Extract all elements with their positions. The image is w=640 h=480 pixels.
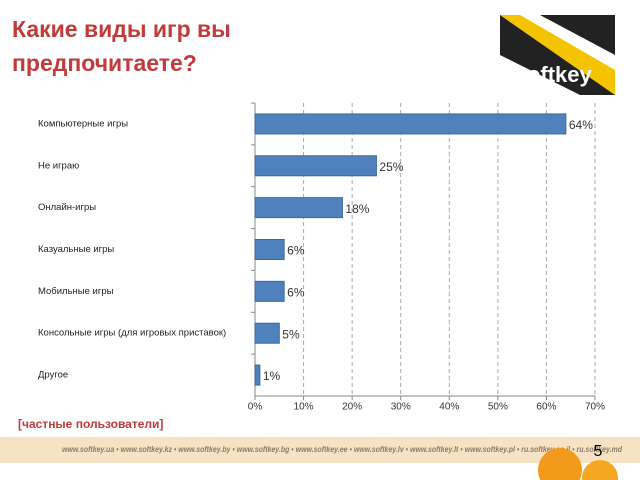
value-label: 18% (345, 202, 369, 216)
bar (254, 155, 377, 177)
y-tick-label: Консольные игры (для игровых приставок) (38, 328, 226, 339)
bar (254, 239, 285, 260)
x-tick-label: 40% (439, 402, 459, 413)
orange-decoration (582, 460, 618, 480)
logo: Softkey (500, 15, 615, 95)
y-tick-label: Казуальные игры (38, 244, 114, 255)
logo-text: Softkey (512, 62, 592, 87)
value-label: 1% (263, 369, 281, 383)
value-label: 6% (287, 244, 305, 258)
footer-links: www.softkey.ua • www.softkey.kz • www.so… (62, 445, 623, 454)
y-tick-label: Не играю (38, 160, 79, 171)
x-tick-label: 20% (342, 402, 362, 413)
title-line: Какие виды игр вы (12, 16, 231, 42)
y-tick-label: Другое (38, 370, 68, 381)
bar (254, 113, 567, 135)
bar (254, 280, 285, 302)
page-number: 5 (594, 443, 603, 460)
x-tick-label: 10% (294, 402, 314, 413)
x-tick-label: 0% (248, 402, 263, 413)
value-label: 6% (287, 286, 305, 300)
bar (254, 197, 343, 219)
note: [частные пользователи] (18, 417, 163, 431)
chart: 0% 10% 20% 30% 40% 50% 60% 70% Компьютерные игры… (38, 102, 605, 413)
x-tick-label: 50% (488, 402, 508, 413)
x-tick-label: 70% (585, 402, 605, 413)
footer-band (0, 437, 640, 463)
bar (254, 322, 280, 344)
title-line: предпочитаете? (12, 50, 197, 76)
value-label: 64% (569, 118, 593, 132)
y-tick-label: Онлайн-игры (38, 202, 96, 213)
orange-decoration (538, 448, 582, 480)
x-tick-label: 60% (536, 402, 556, 413)
y-tick-label: Компьютерные игры (38, 118, 128, 129)
bar (254, 364, 261, 386)
x-tick-label: 30% (391, 402, 411, 413)
value-label: 5% (282, 327, 300, 341)
y-tick-label: Мобильные игры (38, 286, 114, 297)
value-label: 25% (379, 160, 403, 174)
